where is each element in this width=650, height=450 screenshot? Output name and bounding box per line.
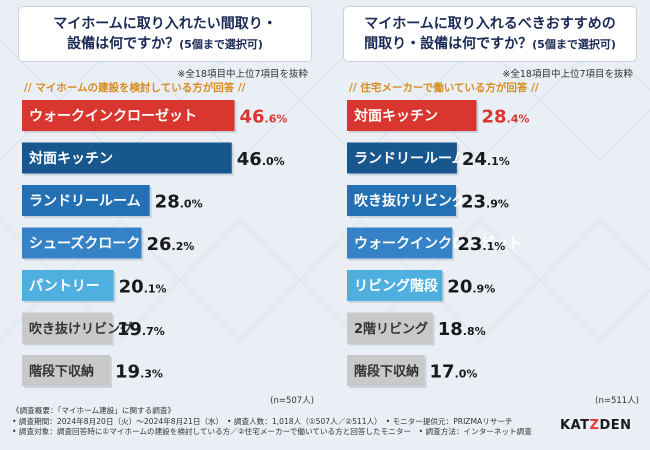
respondent-subtitle: // 住宅メーカーで働いている方が回答 // bbox=[349, 82, 539, 94]
bar bbox=[22, 100, 235, 131]
bar-value-label: 46.0% bbox=[237, 149, 285, 170]
bar-value-label: 17.0% bbox=[430, 362, 478, 383]
bar-category-label: ウォークインクローゼット bbox=[29, 108, 197, 125]
bar-category-label: ウォークインクローゼット bbox=[354, 235, 522, 252]
bar bbox=[347, 270, 443, 301]
footer-line2: • 調査期間：2024年8月20日（火）〜2024年8月21日（水） • 調査人… bbox=[12, 416, 513, 426]
bar bbox=[347, 142, 457, 174]
bar bbox=[347, 227, 453, 259]
bar-category-label: ランドリールーム bbox=[29, 194, 141, 210]
footer-line1: 《調査概要：「マイホーム建設」に関する調査》 bbox=[12, 406, 176, 415]
bar-value-label: 18.8% bbox=[438, 319, 486, 340]
bar-row: パントリー 20.1% bbox=[22, 270, 167, 303]
bar bbox=[22, 185, 150, 216]
bar-value-label: 19.7% bbox=[117, 319, 165, 340]
question-line2: 間取り・設備は何ですか？(5個まで選択可) bbox=[364, 34, 616, 55]
katzden-logo: KATZDEN bbox=[560, 418, 632, 433]
bar-category-label: リビング階段 bbox=[354, 278, 438, 295]
bar-row: ウォークインクローゼット 46.6% bbox=[22, 100, 287, 133]
bar-row: シューズクローク 26.2% bbox=[22, 227, 194, 261]
bar bbox=[347, 355, 425, 386]
bar-row: ランドリールーム 28.0% bbox=[22, 185, 203, 218]
bar-category-label: 吹き抜けリビング bbox=[29, 321, 133, 337]
bar-category-label: 階段下収納 bbox=[354, 364, 419, 380]
question-line2-main: 間取り・設備は何ですか？ bbox=[364, 35, 533, 52]
bar-value-label: 26.2% bbox=[146, 234, 194, 255]
bar-value-label: 20.9% bbox=[447, 277, 495, 298]
sample-size: (n=507人) bbox=[270, 396, 314, 406]
bar bbox=[22, 227, 142, 259]
sample-size: (n=511人) bbox=[595, 396, 639, 406]
bar-row: 対面キッチン 28.4% bbox=[347, 100, 529, 133]
question-line1: マイホームに取り入れるべきおすすめの bbox=[364, 15, 616, 32]
question-line2-small: (5個まで選択可) bbox=[179, 37, 263, 51]
footer-line3: • 調査対象：調査回答時に①マイホームの建設を検討している方／②住宅メーカーで働… bbox=[12, 427, 532, 436]
bar-category-label: パントリー bbox=[29, 279, 100, 295]
bar-category-label: 対面キッチン bbox=[353, 108, 438, 125]
bar-row: リビング階段 20.9% bbox=[347, 270, 495, 303]
right-panel: マイホームに取り入れるべきおすすめの 間取り・設備は何ですか？(5個まで選択可)… bbox=[335, 4, 645, 406]
left-panel: マイホームに取り入れたい間取り・ 設備は何ですか？(5個まで選択可) ※全18項… bbox=[10, 4, 320, 406]
bar-category-label: シューズクローク bbox=[29, 235, 140, 252]
excerpt-note: ※全18項目中上位7項目を抜粋 bbox=[177, 69, 308, 80]
bar-row: 2階リビング 18.8% bbox=[347, 312, 486, 346]
bar-value-label: 28.4% bbox=[482, 107, 530, 128]
bar-value-label: 23.9% bbox=[461, 192, 509, 213]
bar-category-label: 階段下収納 bbox=[29, 364, 94, 380]
bar-value-label: 20.1% bbox=[119, 277, 167, 298]
survey-footer: 《調査概要：「マイホーム建設」に関する調査》 • 調査期間：2024年8月20日… bbox=[12, 406, 552, 438]
bar-value-label: 24.1% bbox=[462, 149, 510, 170]
bar-row: 階段下収納 19.3% bbox=[22, 355, 163, 388]
bar-value-label: 46.6% bbox=[239, 107, 287, 128]
bar-category-label: 対面キッチン bbox=[28, 150, 113, 167]
bar-category-label: ランドリールーム bbox=[354, 151, 466, 167]
bar bbox=[347, 312, 433, 344]
question-box: マイホームに取り入れたい間取り・ 設備は何ですか？(5個まで選択可) bbox=[18, 6, 312, 62]
bar bbox=[347, 185, 456, 216]
question-line2: 設備は何ですか？(5個まで選択可) bbox=[67, 34, 263, 55]
respondent-subtitle: // マイホームの建設を検討している方が回答 // bbox=[24, 82, 246, 94]
question-line2-main: 設備は何ですか？ bbox=[67, 35, 180, 52]
bar-category-label: 2階リビング bbox=[354, 321, 428, 337]
bar-value-label: 19.3% bbox=[115, 362, 163, 383]
question-box: マイホームに取り入れるべきおすすめの 間取り・設備は何ですか？(5個まで選択可) bbox=[343, 6, 637, 62]
bar bbox=[22, 270, 114, 301]
bar bbox=[22, 355, 111, 386]
bar-value-label: 28.0% bbox=[155, 192, 203, 213]
bar-row: 対面キッチン 46.0% bbox=[22, 142, 285, 176]
bar bbox=[22, 142, 232, 174]
bar bbox=[347, 100, 477, 131]
question-line1: マイホームに取り入れたい間取り・ bbox=[53, 15, 277, 32]
bar-row: 階段下収納 17.0% bbox=[347, 355, 477, 388]
bar bbox=[22, 312, 112, 344]
bar-category-label: 吹き抜けリビング bbox=[354, 193, 466, 210]
question-line2-small: (5個まで選択可) bbox=[532, 37, 616, 51]
bar-chart-left: ウォークインクローゼット 46.6% 対面キッチン 46.0% ランドリールーム 28.0… bbox=[22, 100, 287, 388]
bar-value-label: 23.1% bbox=[457, 234, 505, 255]
excerpt-note: ※全18項目中上位7項目を抜粋 bbox=[502, 69, 633, 80]
